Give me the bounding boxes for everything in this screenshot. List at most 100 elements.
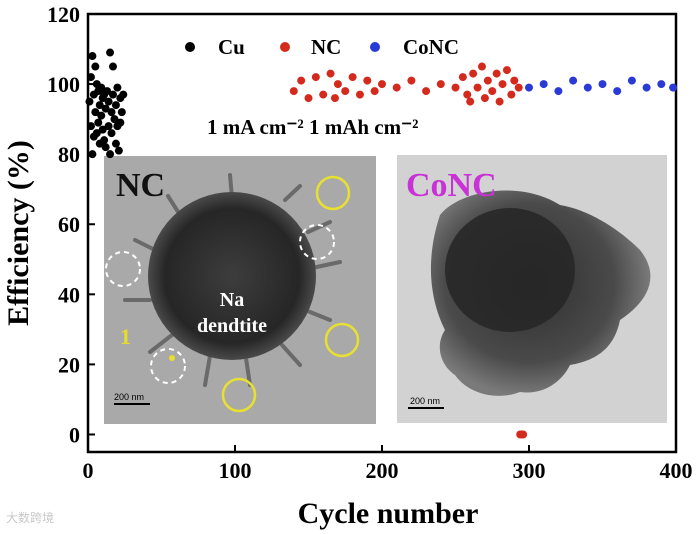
white-dashed-circle xyxy=(105,251,141,287)
data-point-nc xyxy=(326,69,335,78)
data-point-nc xyxy=(451,83,460,92)
data-point-nc xyxy=(480,94,489,103)
data-point-cu xyxy=(98,125,107,134)
data-point-nc xyxy=(466,97,475,106)
legend-label-conc: CoNC xyxy=(403,35,459,59)
y-tick-label: 100 xyxy=(47,72,80,97)
yellow-circle xyxy=(221,377,257,413)
data-point-cu xyxy=(104,97,113,106)
data-point-nc xyxy=(502,66,511,75)
data-point-nc xyxy=(488,87,497,96)
data-point-nc xyxy=(507,90,516,99)
data-point-cu xyxy=(91,62,100,71)
y-tick-label: 40 xyxy=(58,282,80,307)
data-point-cu xyxy=(97,111,106,120)
data-point-nc xyxy=(319,90,328,99)
data-point-nc xyxy=(492,69,501,78)
inset-nc-text-dendrite: dendtite xyxy=(197,315,267,337)
inset-nc-text-na: Na xyxy=(220,289,244,311)
data-point-nc xyxy=(297,76,306,85)
inset-nc-tem: NC Na dendtite 1 200 nm xyxy=(104,156,376,424)
data-point-nc xyxy=(304,94,313,103)
data-point-cu xyxy=(103,87,112,96)
y-tick-label: 20 xyxy=(58,352,80,377)
data-point-nc xyxy=(519,430,528,439)
data-point-cu xyxy=(101,143,110,152)
y-tick-label: 60 xyxy=(58,212,80,237)
data-point-nc xyxy=(348,73,357,82)
data-point-cu xyxy=(111,101,120,110)
data-point-cu xyxy=(111,139,120,148)
data-point-nc xyxy=(363,76,372,85)
data-point-conc xyxy=(598,80,607,89)
y-axis-ticks: 0 20 40 60 80 100 120 xyxy=(47,2,95,447)
inset-conc-tem: CoNC 200 nm xyxy=(397,155,667,423)
data-point-cu xyxy=(108,62,117,71)
y-tick-label: 120 xyxy=(47,2,80,27)
conc-scale-bar-label: 200 nm xyxy=(410,396,440,406)
data-point-cu xyxy=(106,48,115,57)
data-point-nc xyxy=(355,90,364,99)
condition-annotation: 1 mA cm⁻² 1 mAh cm⁻² xyxy=(207,115,418,139)
data-point-cu xyxy=(119,90,128,99)
yellow-circle xyxy=(315,175,351,211)
x-axis-ticks: 0 100 200 300 400 xyxy=(83,445,693,483)
data-point-conc xyxy=(569,76,578,85)
data-point-nc xyxy=(498,80,507,89)
data-point-nc xyxy=(458,73,467,82)
data-point-cu xyxy=(116,118,125,127)
data-point-cu xyxy=(104,122,113,131)
data-point-nc xyxy=(289,87,298,96)
data-point-cu xyxy=(94,118,103,127)
data-point-conc xyxy=(539,80,548,89)
data-points xyxy=(85,48,678,439)
data-point-nc xyxy=(341,87,350,96)
data-point-cu xyxy=(113,83,122,92)
y-axis-label: Efficiency (%) xyxy=(2,140,35,326)
data-point-nc xyxy=(422,87,431,96)
data-point-cu xyxy=(92,129,101,138)
data-point-conc xyxy=(613,87,622,96)
data-point-cu xyxy=(86,122,95,131)
data-point-nc xyxy=(483,76,492,85)
data-point-nc xyxy=(407,76,416,85)
legend-marker-conc xyxy=(370,42,380,52)
data-point-cu xyxy=(110,115,119,124)
conc-dark-core xyxy=(445,208,575,332)
data-point-nc xyxy=(469,69,478,78)
data-point-nc xyxy=(436,80,445,89)
data-point-conc xyxy=(657,80,666,89)
data-point-conc xyxy=(554,87,563,96)
data-point-nc xyxy=(477,62,486,71)
x-tick-label: 400 xyxy=(660,458,693,483)
x-tick-label: 0 xyxy=(83,458,94,483)
data-point-conc xyxy=(583,83,592,92)
data-point-nc xyxy=(311,73,320,82)
x-tick-label: 300 xyxy=(513,458,546,483)
data-point-nc xyxy=(473,83,482,92)
inset-nc-marker-number: 1 xyxy=(120,324,131,349)
data-point-cu xyxy=(88,52,97,61)
data-point-cu xyxy=(97,83,106,92)
data-point-cu xyxy=(88,150,97,159)
data-point-nc xyxy=(495,97,504,106)
data-point-nc xyxy=(370,87,379,96)
x-tick-label: 100 xyxy=(219,458,252,483)
data-point-nc xyxy=(463,90,472,99)
series-conc xyxy=(525,76,678,96)
data-point-cu xyxy=(106,150,115,159)
y-tick-label: 0 xyxy=(69,422,80,447)
x-axis-label: Cycle number xyxy=(298,497,479,530)
data-point-cu xyxy=(95,101,104,110)
data-point-conc xyxy=(642,83,651,92)
legend-label-cu: Cu xyxy=(218,35,245,59)
legend-label-nc: NC xyxy=(311,35,341,59)
data-point-cu xyxy=(114,146,123,155)
data-point-nc xyxy=(330,94,339,103)
data-point-nc xyxy=(333,80,342,89)
data-point-cu xyxy=(91,108,100,117)
data-point-nc xyxy=(392,83,401,92)
nc-scale-bar-label: 200 nm xyxy=(114,392,144,402)
data-point-cu xyxy=(85,97,94,106)
